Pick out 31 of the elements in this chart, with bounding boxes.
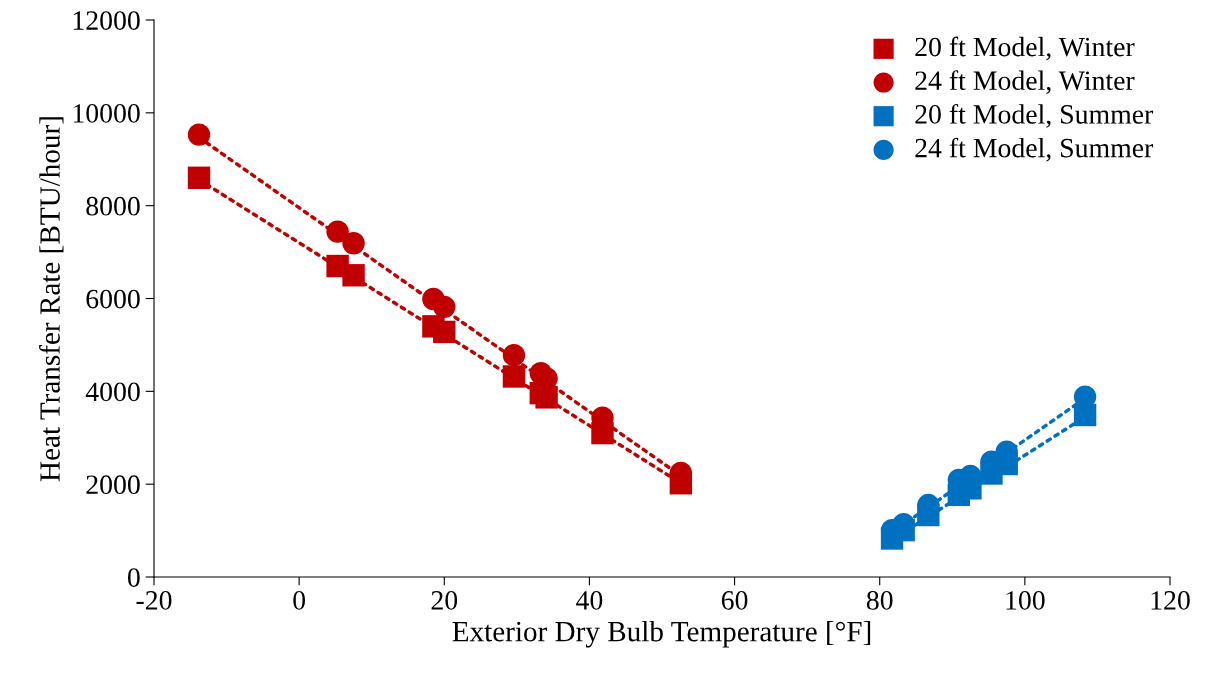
point xyxy=(342,264,365,287)
legend-label: 24 ft Model, Winter xyxy=(915,70,1135,95)
point xyxy=(433,295,456,319)
y-tick-label: 4000 xyxy=(85,382,140,402)
y-tick-label: 2000 xyxy=(86,475,140,495)
x-tick-label: 60 xyxy=(721,591,748,610)
x-tick-label: 0 xyxy=(293,591,306,610)
point xyxy=(502,365,526,388)
x-tick-label: 100 xyxy=(1006,591,1045,610)
point xyxy=(433,320,456,344)
y-tick-label: 6000 xyxy=(86,289,140,309)
x-tick-label: 80 xyxy=(866,591,893,610)
y-axis-title: Heat Transfer Rate [BTU/hour] xyxy=(39,117,64,482)
legend-label: 24 ft Model, Summer xyxy=(915,137,1154,162)
point xyxy=(342,232,365,255)
y-tick-label: 12000 xyxy=(73,11,140,30)
x-tick-label: 20 xyxy=(431,591,458,610)
x-tick-label: 120 xyxy=(1151,591,1190,610)
point xyxy=(187,166,211,190)
point xyxy=(535,386,558,409)
legend-label: 20 ft Model, Winter xyxy=(915,36,1135,61)
y-tick-label: 0 xyxy=(127,568,140,587)
point xyxy=(187,123,211,146)
x-tick-label: 40 xyxy=(576,591,603,610)
y-tick-label: 8000 xyxy=(86,196,140,216)
point xyxy=(326,220,349,243)
point xyxy=(502,343,526,367)
y-tick-label: 10000 xyxy=(73,104,140,123)
x-axis-title: Exterior Dry Bulb Temperature [°F] xyxy=(452,620,871,648)
legend-label: 20 ft Model, Summer xyxy=(915,103,1154,128)
x-tick-label: -20 xyxy=(136,591,172,610)
